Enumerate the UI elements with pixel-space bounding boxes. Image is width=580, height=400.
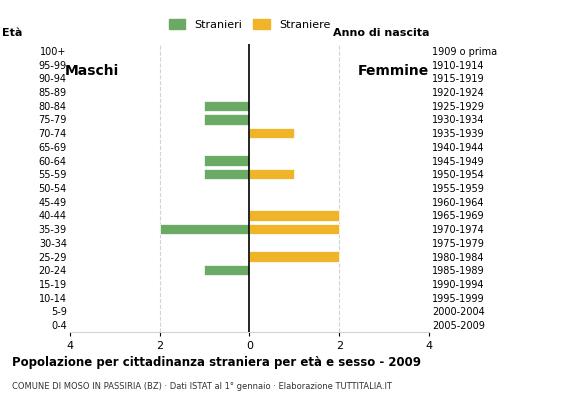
Bar	[249, 210, 339, 220]
Bar	[160, 224, 249, 234]
Text: Popolazione per cittadinanza straniera per età e sesso - 2009: Popolazione per cittadinanza straniera p…	[12, 356, 420, 369]
Bar	[249, 169, 295, 180]
Bar	[204, 114, 249, 124]
Bar	[249, 252, 339, 262]
Text: COMUNE DI MOSO IN PASSIRIA (BZ) · Dati ISTAT al 1° gennaio · Elaborazione TUTTIT: COMUNE DI MOSO IN PASSIRIA (BZ) · Dati I…	[12, 382, 392, 391]
Bar	[249, 128, 295, 138]
Bar	[204, 156, 249, 166]
Bar	[204, 169, 249, 180]
Text: Femmine: Femmine	[358, 64, 429, 78]
Bar	[249, 224, 339, 234]
Bar	[204, 100, 249, 111]
Text: Età: Età	[2, 28, 23, 38]
Legend: Stranieri, Straniere: Stranieri, Straniere	[164, 15, 335, 35]
Text: Anno di nascita: Anno di nascita	[333, 28, 429, 38]
Text: Maschi: Maschi	[65, 64, 119, 78]
Bar	[204, 265, 249, 276]
